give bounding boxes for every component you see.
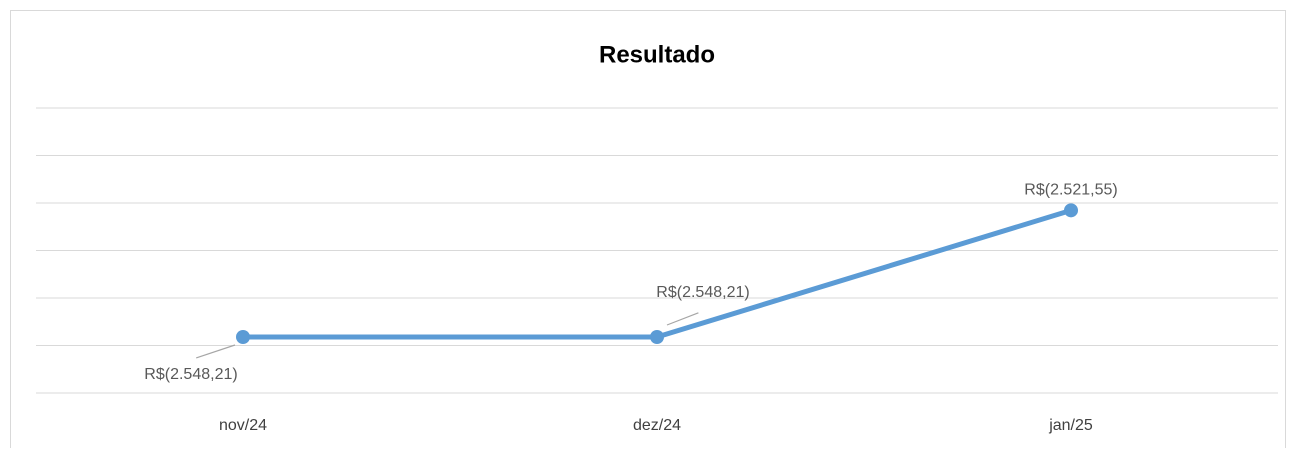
data-label: R$(2.548,21) <box>144 366 237 383</box>
point-marker <box>236 329 250 344</box>
data-label: R$(2.521,55) <box>1024 182 1117 199</box>
x-tick-label: dez/24 <box>633 417 681 434</box>
x-tick-label: nov/24 <box>219 417 267 434</box>
leader-line <box>196 344 236 359</box>
chart-title: Resultado <box>599 41 715 68</box>
point-marker <box>650 329 664 344</box>
leader-line <box>666 312 699 326</box>
point-marker <box>1064 203 1078 218</box>
chart-border <box>10 10 1286 453</box>
x-tick-label: jan/25 <box>1048 417 1093 434</box>
data-label: R$(2.548,21) <box>656 284 749 301</box>
